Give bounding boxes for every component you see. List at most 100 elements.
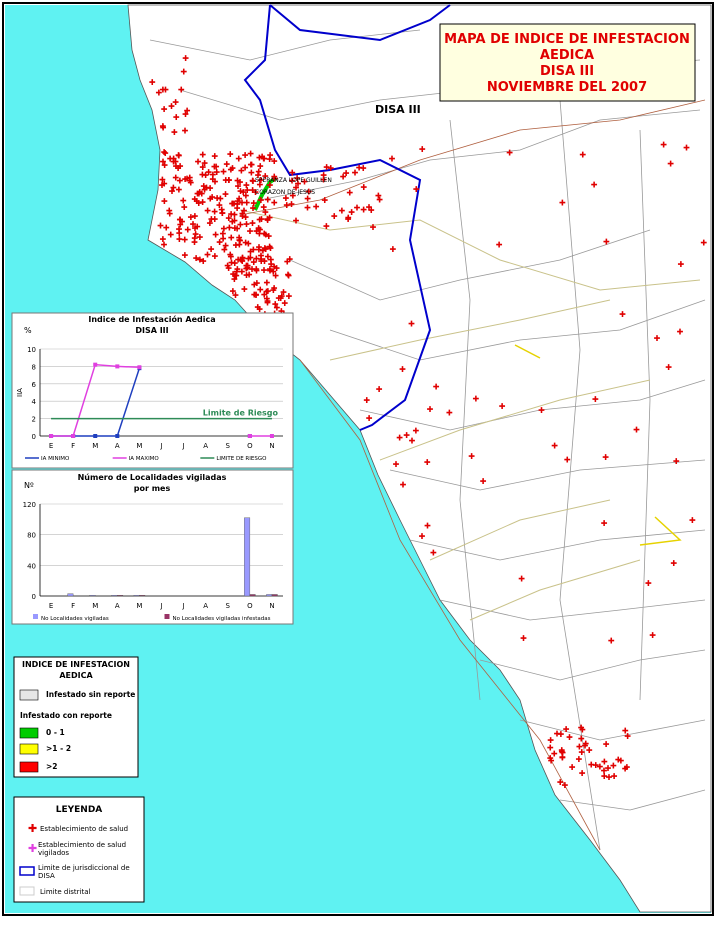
health-facility: ✚ bbox=[419, 145, 426, 154]
health-facility: ✚ bbox=[163, 224, 170, 233]
health-facility: ✚ bbox=[289, 168, 296, 177]
health-facility: ✚ bbox=[182, 126, 189, 135]
x-tick-label: M bbox=[92, 442, 98, 450]
health-facility: ✚ bbox=[348, 208, 355, 217]
health-facility: ✚ bbox=[192, 212, 199, 221]
health-facility: ✚ bbox=[649, 631, 656, 640]
health-facility: ✚ bbox=[262, 208, 269, 217]
y-tick-label: 0 bbox=[32, 593, 36, 601]
legend-label: No Localidades vigiladas bbox=[41, 616, 109, 622]
health-facility: ✚ bbox=[264, 287, 271, 296]
health-facility: ✚ bbox=[547, 754, 554, 763]
health-facility: ✚ bbox=[229, 199, 236, 208]
health-facility: ✚ bbox=[208, 245, 215, 254]
map-label: SPERANZA LOPE GUILLEN bbox=[255, 177, 332, 184]
health-facility: ✚ bbox=[167, 154, 174, 163]
health-facility: ✚ bbox=[236, 236, 243, 245]
health-facility: ✚ bbox=[368, 206, 375, 215]
health-facility: ✚ bbox=[603, 237, 610, 246]
health-facility: ✚ bbox=[518, 574, 525, 583]
health-facility: ✚ bbox=[230, 270, 237, 279]
health-facility: ✚ bbox=[222, 241, 229, 250]
legend-swatch bbox=[19, 727, 39, 739]
health-facility: ✚ bbox=[256, 229, 263, 238]
health-facility: ✚ bbox=[236, 241, 243, 250]
health-facility: ✚ bbox=[178, 86, 185, 95]
health-facility: ✚ bbox=[239, 209, 246, 218]
health-facility: ✚ bbox=[190, 220, 197, 229]
health-facility: ✚ bbox=[242, 163, 249, 172]
y-unit: % bbox=[24, 326, 32, 335]
health-facility: ✚ bbox=[191, 234, 198, 243]
y-axis-label: IIA bbox=[16, 388, 24, 397]
health-facility: ✚ bbox=[354, 204, 361, 213]
health-facility: ✚ bbox=[619, 310, 626, 319]
health-facility: ✚ bbox=[266, 242, 273, 251]
health-facility: ✚ bbox=[257, 225, 264, 234]
health-facility: ✚ bbox=[227, 250, 234, 259]
health-facility: ✚ bbox=[473, 394, 480, 403]
bar bbox=[139, 595, 146, 597]
health-facility: ✚ bbox=[551, 441, 558, 450]
health-facility: ✚ bbox=[221, 245, 228, 254]
health-facility: ✚ bbox=[424, 458, 431, 467]
health-facility: ✚ bbox=[256, 246, 263, 255]
health-facility: ✚ bbox=[180, 197, 187, 206]
health-facility: ✚ bbox=[623, 763, 630, 772]
health-facility: ✚ bbox=[499, 402, 506, 411]
health-facility: ✚ bbox=[261, 257, 268, 266]
point bbox=[93, 362, 98, 367]
green-district bbox=[253, 176, 278, 211]
health-facility: ✚ bbox=[166, 207, 173, 216]
health-facility: ✚ bbox=[187, 179, 194, 188]
health-facility: ✚ bbox=[201, 159, 208, 168]
y-tick-label: 40 bbox=[27, 562, 36, 570]
health-facility: ✚ bbox=[247, 149, 254, 158]
health-facility: ✚ bbox=[601, 772, 608, 781]
health-facility: ✚ bbox=[399, 365, 406, 374]
health-facility: ✚ bbox=[160, 235, 167, 244]
health-facility: ✚ bbox=[176, 225, 183, 234]
health-facility: ✚ bbox=[286, 292, 293, 301]
health-facility: ✚ bbox=[258, 196, 265, 205]
health-facility: ✚ bbox=[360, 164, 367, 173]
health-facility: ✚ bbox=[400, 480, 407, 489]
health-facility: ✚ bbox=[237, 187, 244, 196]
bar bbox=[89, 595, 96, 597]
x-tick-label: M bbox=[136, 602, 142, 610]
health-facility: ✚ bbox=[196, 189, 203, 198]
health-facility: ✚ bbox=[264, 216, 271, 225]
health-facility: ✚ bbox=[171, 128, 178, 137]
health-facility: ✚ bbox=[166, 210, 173, 219]
health-facility: ✚ bbox=[194, 189, 201, 198]
title: DISA III bbox=[540, 64, 594, 79]
health-facility: ✚ bbox=[253, 279, 260, 288]
health-facility: ✚ bbox=[181, 235, 188, 244]
health-facility: ✚ bbox=[263, 288, 270, 297]
health-facility: ✚ bbox=[161, 161, 168, 170]
x-tick-label: O bbox=[247, 442, 253, 450]
health-facility: ✚ bbox=[220, 235, 227, 244]
legend-symbol bbox=[19, 866, 35, 876]
health-facility: ✚ bbox=[260, 247, 267, 256]
health-facility: ✚ bbox=[601, 766, 608, 775]
health-facility: ✚ bbox=[255, 171, 262, 180]
health-facility: ✚ bbox=[390, 245, 397, 254]
health-facility: ✚ bbox=[184, 226, 191, 235]
health-facility: ✚ bbox=[228, 259, 235, 268]
health-facility: ✚ bbox=[211, 252, 218, 261]
health-facility: ✚ bbox=[199, 198, 206, 207]
x-tick-label: A bbox=[115, 442, 120, 450]
health-facility: ✚ bbox=[172, 98, 179, 107]
health-facility: ✚ bbox=[271, 199, 278, 208]
health-facility: ✚ bbox=[280, 288, 287, 297]
health-facility: ✚ bbox=[285, 271, 292, 280]
health-facility: ✚ bbox=[278, 292, 285, 301]
health-facility: ✚ bbox=[250, 177, 257, 186]
health-facility: ✚ bbox=[586, 746, 593, 755]
health-facility: ✚ bbox=[601, 758, 608, 767]
health-facility: ✚ bbox=[170, 154, 177, 163]
health-facility: ✚ bbox=[191, 238, 198, 247]
health-facility: ✚ bbox=[217, 194, 224, 203]
health-facility: ✚ bbox=[239, 268, 246, 277]
